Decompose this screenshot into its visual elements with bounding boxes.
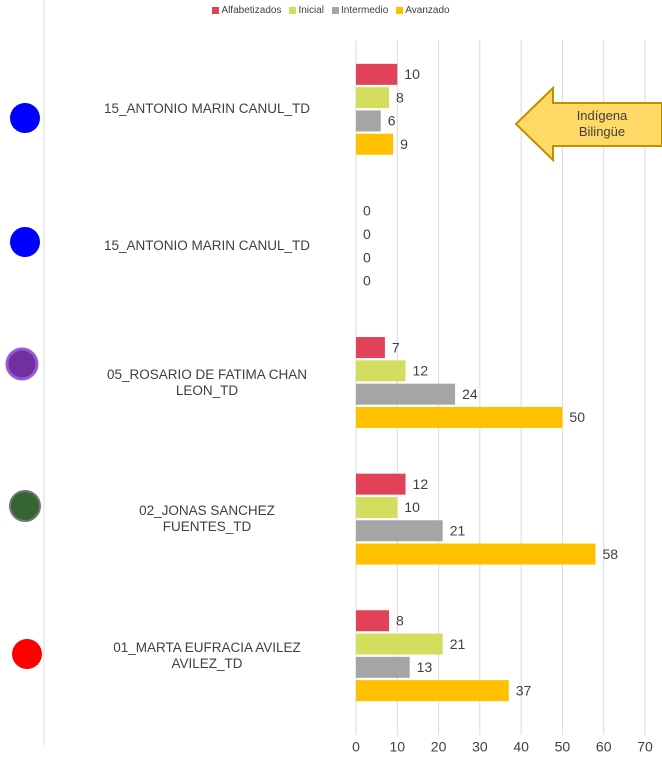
bar <box>356 133 394 155</box>
legend-item: Avanzado <box>396 5 450 16</box>
value-label: 37 <box>516 682 532 698</box>
x-tick-label: 40 <box>513 739 529 755</box>
bar <box>356 406 563 428</box>
x-tick-label: 50 <box>555 739 571 755</box>
bar <box>356 656 410 678</box>
legend-label: Inicial <box>298 5 325 16</box>
bar <box>356 360 406 382</box>
legend-item: Alfabetizados <box>212 5 281 16</box>
bar <box>356 63 398 85</box>
bar <box>356 383 456 405</box>
marker-dot <box>12 639 42 669</box>
value-label: 7 <box>392 339 400 355</box>
legend-item: Intermedio <box>332 5 388 16</box>
x-tick-label: 0 <box>352 739 360 755</box>
value-label: 0 <box>363 249 371 265</box>
value-label: 13 <box>417 659 433 675</box>
value-label: 12 <box>413 476 429 492</box>
x-tick-label: 60 <box>596 739 612 755</box>
bar <box>356 473 406 495</box>
value-label: 10 <box>404 66 420 82</box>
legend-swatch <box>289 7 297 14</box>
value-label: 21 <box>450 522 466 538</box>
legend-label: Intermedio <box>341 5 389 16</box>
value-label: 0 <box>363 226 371 242</box>
callout-arrow <box>514 85 662 163</box>
value-label: 8 <box>396 612 404 628</box>
category-label: 02_JONAS SANCHEZ FUENTES_TD <box>139 503 275 535</box>
legend-swatch <box>332 7 340 14</box>
legend-item: Inicial <box>289 5 324 16</box>
value-label: 6 <box>388 113 396 129</box>
bar <box>356 520 443 542</box>
bar <box>356 496 398 518</box>
value-label: 24 <box>462 386 478 402</box>
legend-label: Avanzado <box>405 5 450 16</box>
bar <box>356 610 390 632</box>
value-label: 21 <box>450 636 466 652</box>
annotation: Indígena Bilingüe <box>576 108 628 139</box>
legend-swatch <box>396 7 404 14</box>
bar <box>356 543 596 565</box>
marker-dot <box>5 347 39 381</box>
marker-dot <box>10 103 40 133</box>
value-label: 58 <box>602 546 618 562</box>
value-label: 8 <box>396 89 404 105</box>
category-label: 01_MARTA EUFRACIA AVILEZ AVILEZ_TD <box>113 639 301 671</box>
value-label: 50 <box>569 409 585 425</box>
marker-dot <box>10 227 40 257</box>
value-label: 9 <box>400 136 408 152</box>
x-tick-label: 30 <box>472 739 488 755</box>
value-label: 0 <box>363 203 371 219</box>
legend: Alfabetizados Inicial Intermedio Avanzado <box>0 5 662 16</box>
legend-label: Alfabetizados <box>221 5 282 16</box>
category-label: 15_ANTONIO MARIN CANUL_TD <box>103 101 311 117</box>
category-label: 05_ROSARIO DE FATIMA CHAN LEON_TD <box>106 366 308 398</box>
category-label: 15_ANTONIO MARIN CANUL_TD <box>103 237 311 253</box>
x-tick-label: 10 <box>389 739 405 755</box>
value-label: 10 <box>404 499 420 515</box>
bar <box>356 87 390 109</box>
x-tick-label: 70 <box>637 739 653 755</box>
marker-dot <box>9 490 41 522</box>
bar <box>356 633 443 655</box>
legend-swatch <box>212 7 220 14</box>
bar <box>356 337 385 359</box>
bar <box>356 680 509 702</box>
x-tick-label: 20 <box>431 739 447 755</box>
value-label: 12 <box>413 363 429 379</box>
value-label: 0 <box>363 273 371 289</box>
bar <box>356 110 381 132</box>
